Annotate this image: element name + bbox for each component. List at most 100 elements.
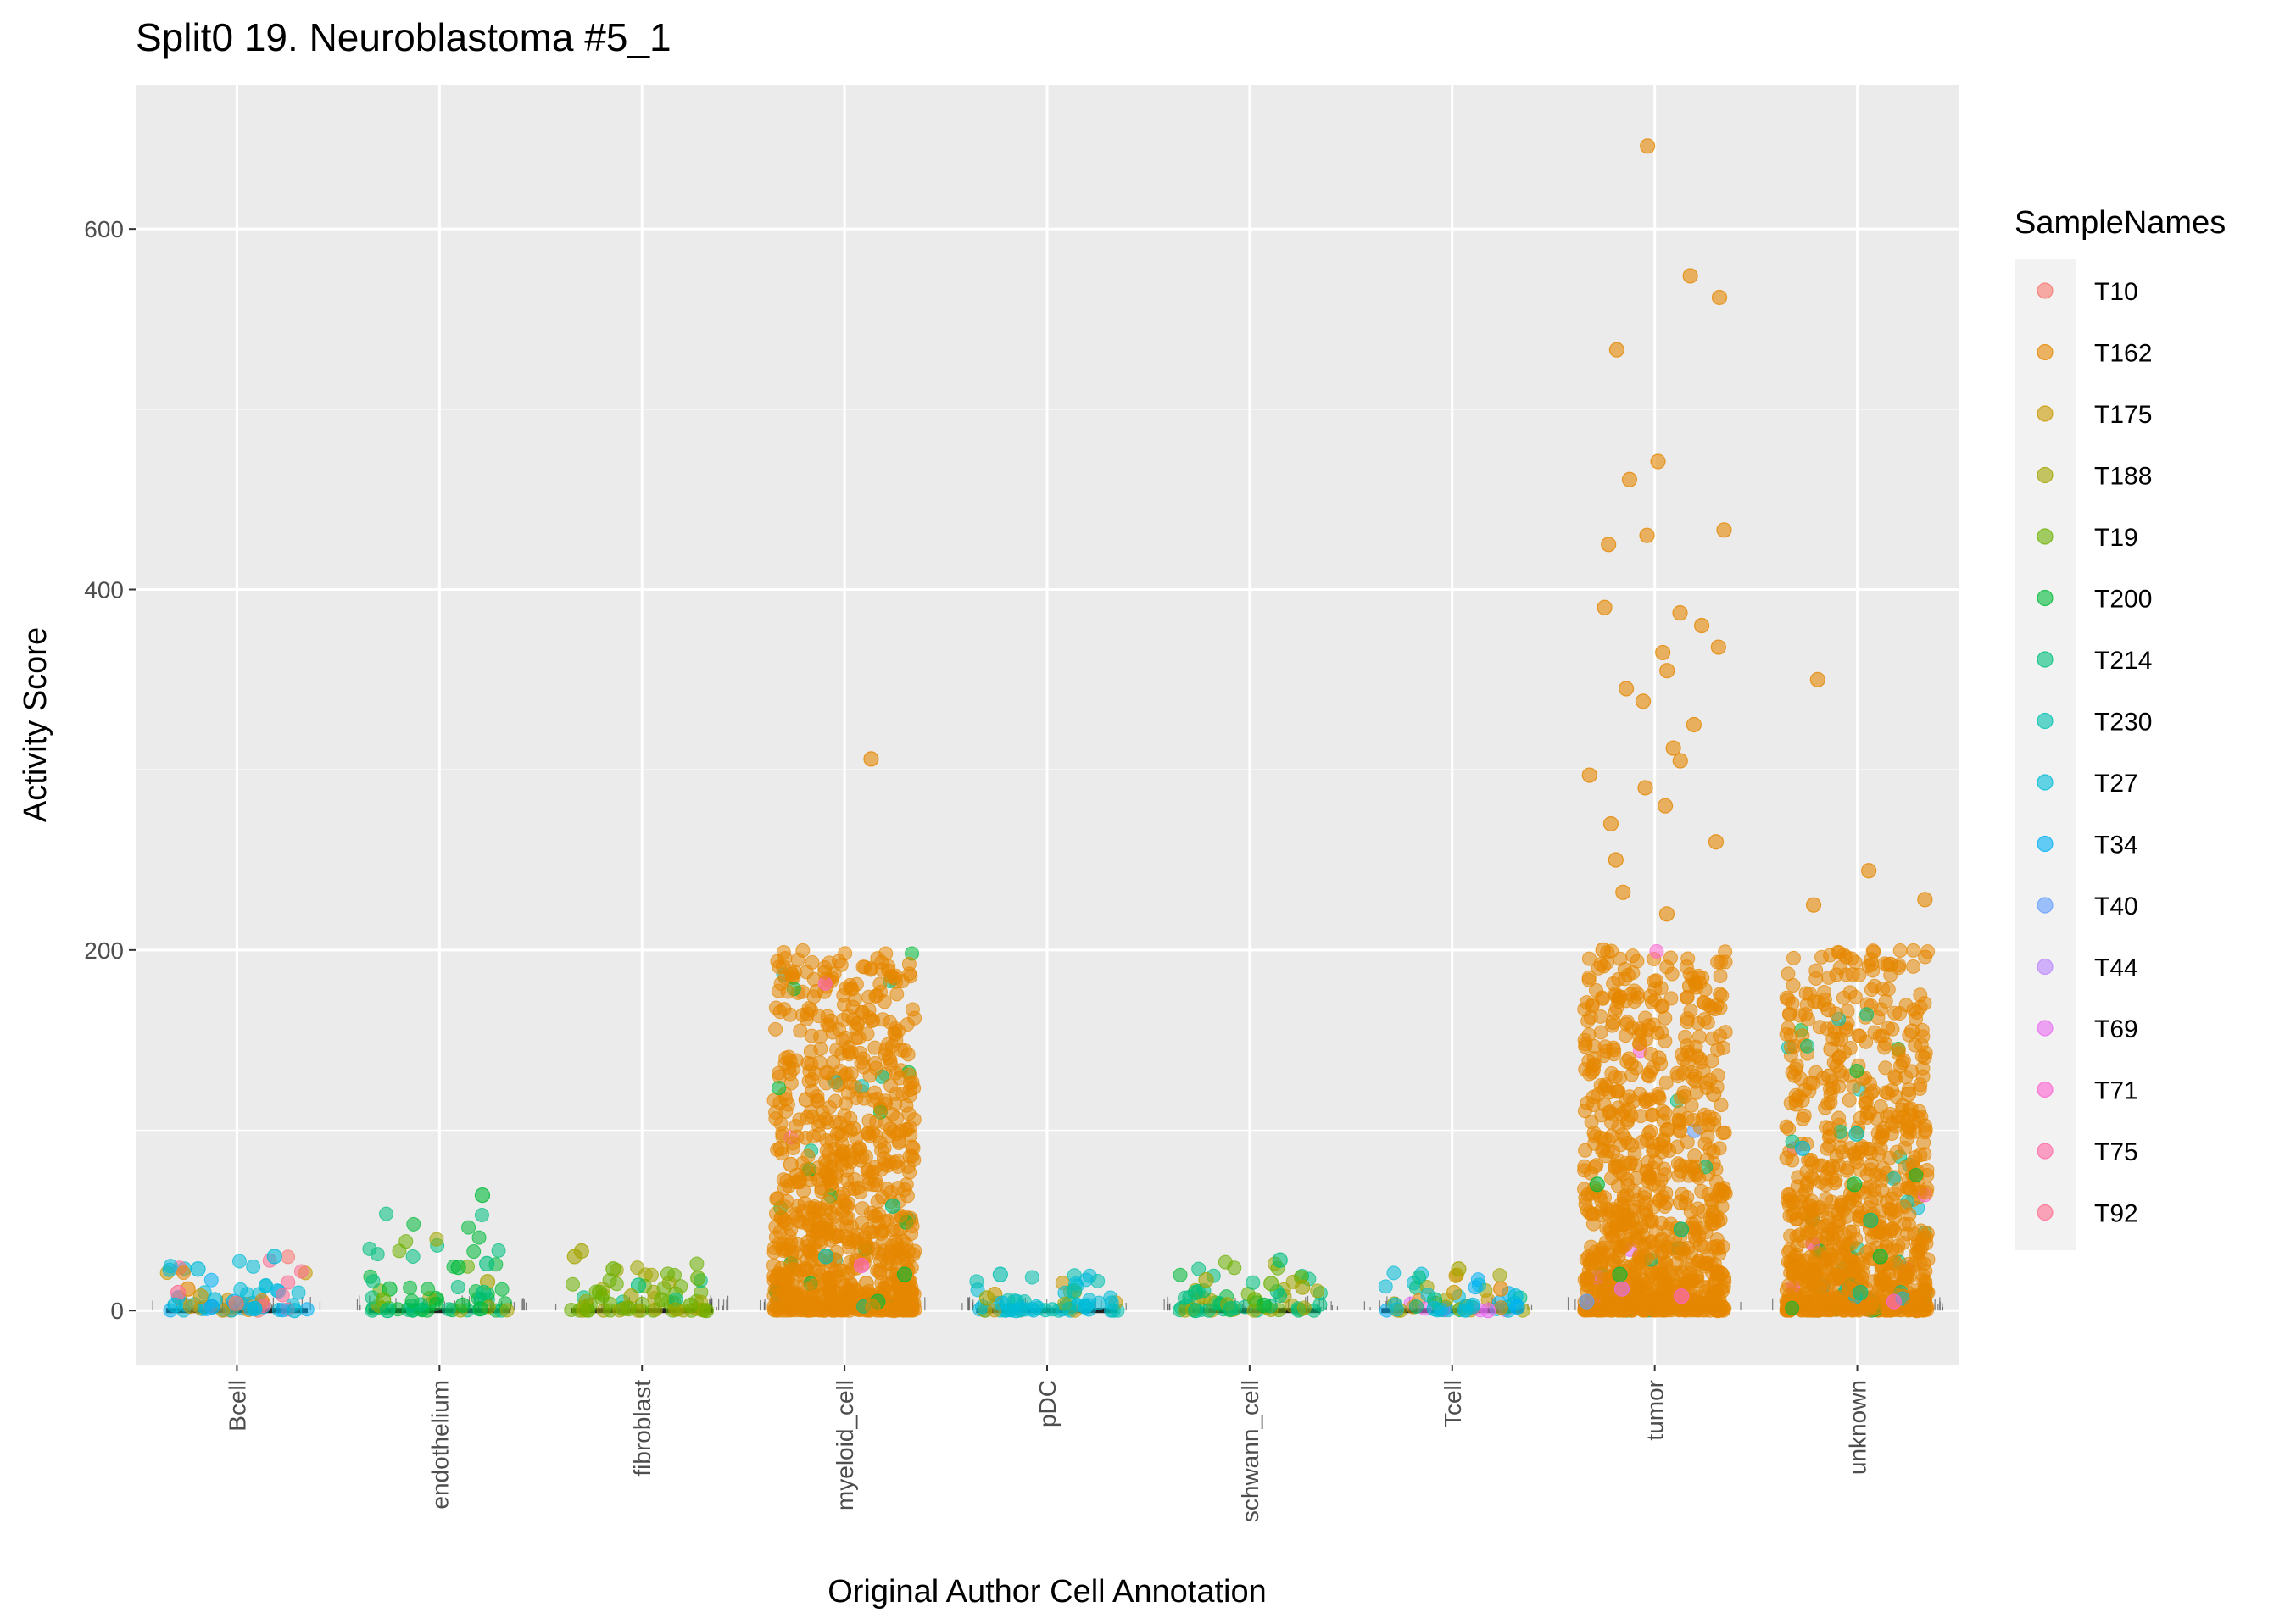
jitter-point <box>1808 1065 1824 1080</box>
jitter-point <box>1779 1119 1794 1134</box>
jitter-point <box>812 1303 828 1318</box>
jitter-point <box>1227 1260 1242 1276</box>
data-point <box>1077 1299 1094 1315</box>
data-point <box>630 1277 647 1293</box>
jitter-point <box>837 997 852 1012</box>
data-point <box>1480 1303 1496 1319</box>
data-point <box>1637 780 1653 796</box>
jitter-point <box>1024 1270 1039 1285</box>
legend-label: T200 <box>2094 586 2152 614</box>
data-point <box>1711 289 1728 306</box>
jitter-point <box>1296 1300 1312 1315</box>
data-point <box>1655 644 1671 661</box>
jitter-point <box>1618 1028 1633 1043</box>
data-point <box>865 1299 881 1315</box>
data-point <box>1909 1303 1925 1319</box>
jitter-point <box>1878 1060 1893 1076</box>
data-point <box>814 1180 830 1196</box>
jitter-point <box>811 1160 826 1176</box>
data-point <box>1805 897 1822 913</box>
legend-label: T230 <box>2094 709 2152 737</box>
jitter-point <box>1848 1149 1864 1165</box>
jitter-point <box>1273 1288 1288 1304</box>
jitter-point <box>1651 1179 1666 1194</box>
jitter-point <box>1919 1230 1934 1245</box>
data-point <box>1295 1279 1311 1295</box>
jitter-point <box>1679 959 1694 975</box>
jitter-point <box>838 1303 853 1318</box>
jitter-point <box>1493 1300 1508 1315</box>
jitter-point <box>1686 1303 1702 1318</box>
data-point <box>1451 1261 1467 1277</box>
data-point <box>1674 1288 1690 1304</box>
jitter-point <box>1920 944 1936 959</box>
jitter-point <box>1649 943 1664 959</box>
jitter-point <box>1899 1132 1914 1147</box>
jitter-point <box>1669 1256 1685 1271</box>
x-axis: Bcell endothelium fibroblast myeloid_cell pD… <box>224 1365 1871 1522</box>
jitter-point <box>861 1113 877 1128</box>
jitter-point <box>773 1210 789 1226</box>
data-point <box>1188 1284 1204 1301</box>
jitter-point <box>1842 1041 1858 1056</box>
jitter-point <box>1792 1089 1807 1104</box>
jitter-point <box>233 1282 248 1297</box>
jitter-point <box>1578 1143 1593 1158</box>
jitter-point <box>839 1066 854 1082</box>
jitter-point <box>1635 1219 1650 1234</box>
x-tick-label: fibroblast <box>629 1380 655 1477</box>
jitter-point <box>1895 1055 1910 1071</box>
jitter-point <box>1595 991 1610 1006</box>
jitter-point <box>474 1207 489 1222</box>
jitter-point <box>246 1259 261 1274</box>
data-point <box>812 1223 828 1239</box>
jitter-point <box>969 1274 984 1289</box>
data-point <box>1639 527 1655 543</box>
data-point <box>1589 1176 1605 1193</box>
data-point <box>1716 522 1732 538</box>
jitter-point <box>837 1108 852 1123</box>
data-point <box>1272 1252 1288 1268</box>
jitter-point <box>1631 1278 1647 1293</box>
data-point <box>1859 1104 1876 1121</box>
data-point <box>1673 1221 1690 1237</box>
data-point <box>798 1092 814 1108</box>
data-point <box>1613 1281 1630 1297</box>
jitter-point <box>902 1148 917 1164</box>
data-point <box>190 1261 206 1277</box>
jitter-point <box>831 1077 846 1093</box>
data-points-layer <box>159 138 1936 1319</box>
jitter-point <box>838 1030 853 1045</box>
data-point <box>978 1290 995 1306</box>
jitter-point <box>1826 1271 1842 1286</box>
jitter-point <box>1666 1299 1681 1315</box>
data-point <box>170 1284 187 1301</box>
jitter-point <box>784 966 800 982</box>
legend-label: T10 <box>2094 278 2138 306</box>
jitter-point <box>1896 1235 1911 1250</box>
legend-key <box>2037 712 2054 730</box>
jitter-point <box>1674 1090 1689 1105</box>
data-point <box>1658 906 1675 922</box>
jitter-point <box>1578 1197 1593 1212</box>
data-point <box>623 1288 639 1304</box>
jitter-point <box>1409 1299 1424 1315</box>
jitter-point <box>1804 1270 1820 1285</box>
jitter-point <box>1648 1237 1663 1253</box>
data-point <box>1612 1266 1628 1282</box>
legend-key <box>2037 282 2054 299</box>
jitter-point <box>1619 1302 1634 1317</box>
data-point <box>1008 1303 1024 1319</box>
jitter-point <box>461 1220 476 1235</box>
jitter-point <box>579 1303 594 1318</box>
jitter-point <box>466 1244 482 1260</box>
jitter-point <box>1716 1040 1731 1055</box>
data-point <box>1710 1303 1726 1319</box>
jitter-point <box>291 1285 306 1300</box>
data-point <box>1917 892 1933 908</box>
jitter-point <box>889 1032 904 1048</box>
jitter-point <box>1613 989 1629 1004</box>
jitter-point <box>1819 1191 1834 1206</box>
data-point <box>1847 1176 1863 1193</box>
data-point <box>1710 639 1726 655</box>
